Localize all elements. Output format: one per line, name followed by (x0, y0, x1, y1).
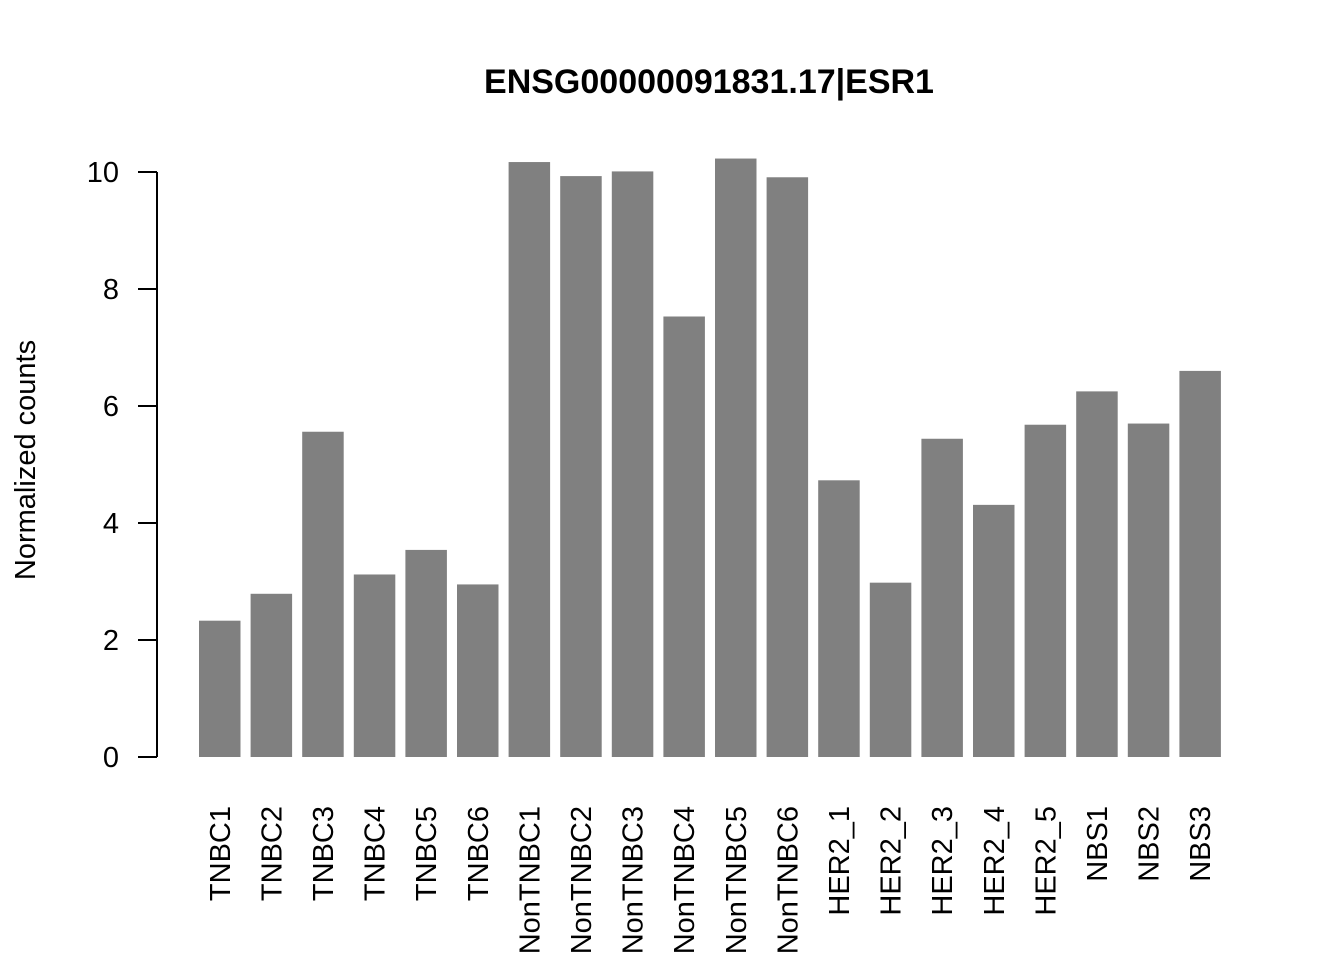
x-tick-label: NonTNBC2 (566, 806, 598, 954)
y-tick-label: 0 (103, 742, 119, 774)
y-axis: 0 2 4 6 8 10 (87, 157, 158, 774)
bar-her2_5 (1024, 424, 1067, 757)
y-tick-label: 6 (103, 391, 119, 423)
x-tick-label: NBS2 (1134, 806, 1166, 882)
bar-nbs1 (1076, 391, 1118, 757)
x-tick-label: NBS3 (1185, 806, 1217, 882)
bar-nontnbc6 (766, 177, 809, 757)
bar-tnbc4 (353, 574, 396, 757)
x-tick-label: HER2_3 (927, 806, 959, 916)
bar-nontnbc4 (663, 316, 705, 757)
x-tick-label: NBS1 (1082, 806, 1114, 882)
x-tick-label: TNBC5 (411, 806, 443, 901)
y-tick-label: 10 (87, 157, 119, 189)
x-tick-label: TNBC1 (205, 806, 237, 901)
bar-her2_2 (869, 582, 912, 757)
y-tick-label: 8 (103, 274, 119, 306)
bar-nbs3 (1179, 370, 1221, 757)
x-tick-label: HER2_5 (1030, 806, 1062, 916)
x-tick-label: HER2_2 (876, 806, 908, 916)
y-axis-label: Normalized counts (10, 340, 42, 580)
bar-tnbc6 (457, 584, 499, 757)
bar-nbs2 (1127, 423, 1170, 757)
x-tick-label: NonTNBC6 (772, 806, 804, 954)
bar-tnbc3 (302, 431, 344, 757)
bar-her2_3 (921, 438, 963, 757)
bar-nontnbc2 (560, 176, 602, 758)
x-tick-label: TNBC2 (256, 806, 288, 901)
bar-nontnbc5 (715, 158, 757, 758)
x-tick-label: NonTNBC1 (514, 806, 546, 954)
x-tick-label: NonTNBC5 (721, 806, 753, 954)
chart-title: ENSG00000091831.17|ESR1 (484, 63, 934, 101)
x-tick-label: NonTNBC4 (669, 806, 701, 954)
x-tick-label: TNBC6 (463, 806, 495, 901)
x-tick-label: TNBC3 (308, 806, 340, 901)
bar-tnbc5 (405, 549, 447, 757)
category-labels: TNBC1 TNBC2 TNBC3 TNBC4 TNBC5 TNBC6 NonTNBC1 No… (205, 806, 1217, 954)
x-tick-label: TNBC4 (360, 806, 392, 901)
y-tick-label: 4 (103, 508, 119, 540)
x-tick-label: HER2_1 (824, 806, 856, 916)
bar-nontnbc3 (611, 171, 654, 758)
bar-tnbc1 (199, 620, 241, 757)
bar-her2_4 (973, 504, 1015, 757)
bars (199, 158, 1221, 758)
y-tick-label: 2 (103, 625, 119, 657)
bar-her2_1 (818, 480, 860, 757)
bar-tnbc2 (250, 593, 293, 757)
bar-nontnbc1 (508, 162, 551, 757)
x-tick-label: HER2_4 (979, 806, 1011, 916)
x-tick-label: NonTNBC3 (618, 806, 650, 954)
